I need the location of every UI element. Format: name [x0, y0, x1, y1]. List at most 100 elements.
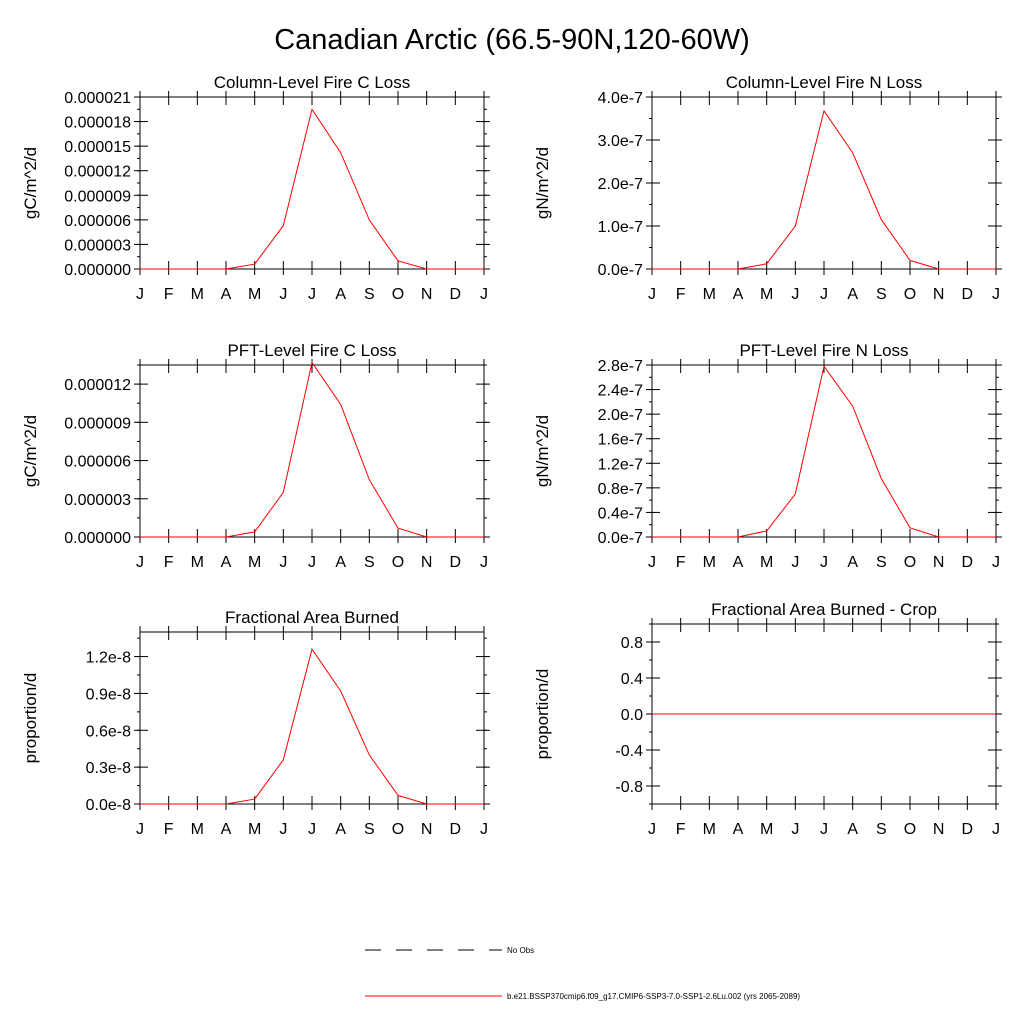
x-tick-label: N	[421, 554, 433, 571]
x-tick-label: F	[164, 554, 174, 571]
x-tick-label: A	[221, 286, 232, 303]
x-tick-label: J	[992, 821, 1000, 838]
x-tick-label: S	[364, 554, 375, 571]
x-tick-label: N	[933, 286, 945, 303]
series-line-1	[140, 361, 484, 538]
x-tick-label: A	[733, 286, 744, 303]
y-tick-label: 0.000000	[64, 530, 131, 547]
x-tick-label: A	[847, 286, 858, 303]
x-tick-label: J	[648, 821, 656, 838]
y-tick-label: 0.000009	[64, 415, 131, 432]
y-tick-label: 4.0e-7	[598, 90, 643, 107]
y-axis-label: gC/m^2/d	[21, 415, 40, 487]
x-tick-label: O	[392, 286, 404, 303]
x-tick-label: J	[820, 821, 828, 838]
x-tick-label: A	[733, 554, 744, 571]
y-tick-label: 2.4e-7	[598, 383, 643, 400]
y-tick-label: 3.0e-7	[598, 133, 643, 150]
x-tick-label: J	[308, 554, 316, 571]
plot-frame	[139, 96, 485, 270]
y-tick-label: 0.6e-8	[86, 723, 131, 740]
x-tick-label: S	[364, 821, 375, 838]
x-tick-label: J	[279, 554, 287, 571]
x-tick-label: D	[962, 286, 974, 303]
y-axis-label: proportion/d	[533, 669, 552, 760]
x-tick-label: J	[648, 554, 656, 571]
y-tick-label: 0.000006	[64, 454, 131, 471]
x-tick-label: F	[676, 554, 686, 571]
x-tick-label: J	[791, 286, 799, 303]
plot-layer: J F M A M J J A S O N D J0.0000000.0000030.0000060.0…	[21, 73, 1002, 838]
y-tick-label: 0.0e-7	[598, 530, 643, 547]
y-tick-label: 0.000006	[64, 213, 131, 230]
panel-title: Fractional Area Burned - Crop	[711, 600, 937, 619]
y-axis-label: gC/m^2/d	[21, 147, 40, 219]
x-tick-label: N	[933, 821, 945, 838]
chart-panel-6: J F M A M J J A S O N D J-0.8-0.40.00.40.8Fractional…	[533, 600, 1002, 838]
chart-panel-5: J F M A M J J A S O N D J0.0e-80.3e-80.6e-80.9e-81.2…	[21, 608, 490, 838]
x-tick-label: D	[450, 554, 462, 571]
x-tick-label: S	[876, 821, 887, 838]
y-tick-label: -0.4	[615, 743, 643, 760]
y-axis-label: proportion/d	[21, 673, 40, 764]
y-tick-label: 2.0e-7	[598, 176, 643, 193]
y-tick-label: 0.9e-8	[86, 686, 131, 703]
x-tick-label: A	[733, 821, 744, 838]
x-tick-label: M	[248, 286, 261, 303]
y-tick-label: 0.000009	[64, 188, 131, 205]
y-tick-label: 1.0e-7	[598, 219, 643, 236]
x-tick-label: J	[791, 554, 799, 571]
x-tick-label: M	[760, 286, 773, 303]
y-tick-label: 0.000003	[64, 237, 131, 254]
x-tick-label: O	[392, 554, 404, 571]
y-tick-label: 0.000021	[64, 90, 131, 107]
legend: No Obs b.e21.BSSP370cmip6.f09_g17.CMIP6-…	[365, 946, 800, 1001]
y-tick-label: 0.0	[621, 707, 643, 724]
x-tick-label: F	[676, 286, 686, 303]
series-line-1	[140, 648, 484, 805]
chart-panel-3: J F M A M J J A S O N D J0.0000000.0000030.0000060.0…	[21, 341, 490, 571]
x-tick-label: M	[760, 821, 773, 838]
panel-title: Column-Level Fire N Loss	[726, 73, 923, 92]
y-tick-label: 0.000000	[64, 262, 131, 279]
x-tick-label: N	[933, 554, 945, 571]
series-line-1	[652, 109, 996, 270]
y-tick-label: 1.6e-7	[598, 432, 643, 449]
series-line-1	[652, 365, 996, 538]
y-tick-label: 0.000003	[64, 492, 131, 509]
y-tick-label: 0.8	[621, 635, 643, 652]
y-tick-label: 0.4	[621, 671, 643, 688]
x-tick-label: O	[904, 286, 916, 303]
series-line-1	[140, 108, 484, 270]
panel-title: Fractional Area Burned	[225, 608, 399, 627]
x-tick-label: O	[392, 821, 404, 838]
x-tick-label: M	[760, 554, 773, 571]
x-tick-label: J	[648, 286, 656, 303]
x-tick-label: J	[480, 554, 488, 571]
x-tick-label: J	[308, 821, 316, 838]
x-tick-label: N	[421, 286, 433, 303]
y-tick-label: 0.4e-7	[598, 505, 643, 522]
x-tick-label: D	[450, 821, 462, 838]
x-tick-label: M	[191, 554, 204, 571]
chart-panel-2: J F M A M J J A S O N D J0.0e-71.0e-72.0e-73.0e-74.0…	[533, 73, 1002, 303]
x-tick-label: J	[136, 554, 144, 571]
x-tick-label: N	[421, 821, 433, 838]
y-tick-label: 2.0e-7	[598, 407, 643, 424]
y-axis-label: gN/m^2/d	[533, 415, 552, 487]
x-tick-label: F	[164, 286, 174, 303]
x-tick-label: O	[904, 554, 916, 571]
y-tick-label: 0.0e-7	[598, 262, 643, 279]
x-tick-label: M	[703, 286, 716, 303]
x-tick-label: M	[248, 554, 261, 571]
x-tick-label: J	[992, 286, 1000, 303]
x-tick-label: D	[962, 821, 974, 838]
x-tick-label: J	[480, 286, 488, 303]
panel-title: PFT-Level Fire N Loss	[739, 341, 908, 360]
y-axis-label: gN/m^2/d	[533, 147, 552, 219]
y-tick-label: 0.3e-8	[86, 760, 131, 777]
y-tick-label: 0.8e-7	[598, 481, 643, 498]
y-tick-label: 0.0e-8	[86, 797, 131, 814]
x-tick-label: A	[221, 821, 232, 838]
y-tick-label: 0.000012	[64, 377, 131, 394]
